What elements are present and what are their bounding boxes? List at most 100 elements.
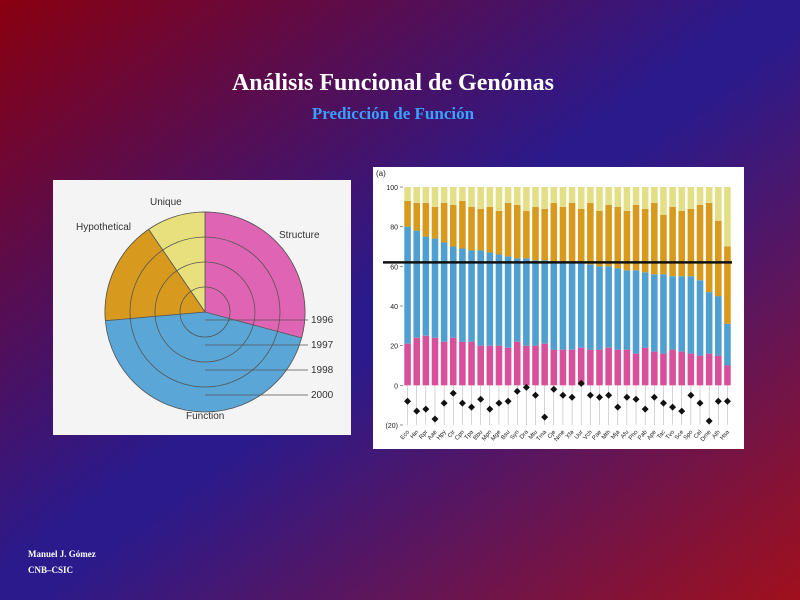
hypothetical-sector (104, 228, 206, 322)
bar-segment (660, 274, 667, 354)
bar-segment (559, 349, 567, 386)
bar-segment (477, 208, 484, 251)
bar-segment (614, 206, 622, 269)
bar-segment (696, 204, 704, 281)
bar-segment (687, 353, 695, 386)
bar-segment (431, 187, 439, 207)
bar-segment (605, 266, 612, 348)
bar-segment (651, 202, 658, 275)
bar-segment (495, 210, 503, 255)
bar-segment (541, 187, 548, 209)
bar-segment (596, 210, 603, 267)
bar-segment (550, 202, 558, 263)
bar-segment (513, 204, 521, 259)
bar-segment (440, 341, 448, 386)
bar-segment (413, 187, 420, 203)
bar-segment (568, 349, 576, 386)
bar-segment (486, 252, 494, 346)
x-tick-label: Syn (510, 429, 521, 441)
bar-segment (513, 258, 521, 342)
bar-segment (504, 256, 512, 348)
bar-segment (559, 262, 567, 350)
bar-segment (587, 202, 594, 265)
bar-segment (678, 187, 686, 211)
bar-segment (431, 238, 439, 338)
marker (632, 395, 640, 403)
bar-segment (587, 349, 594, 386)
marker (541, 413, 549, 421)
bar-segment (486, 345, 494, 386)
bar-segment (477, 250, 484, 346)
marker (641, 405, 649, 413)
x-tick-label: Ath (711, 429, 721, 440)
bar-segment (523, 210, 530, 259)
x-tick-label: Ape (646, 429, 658, 442)
bar-segment (651, 187, 658, 203)
bar-segment (587, 187, 594, 203)
x-tick-label: Eco (400, 429, 412, 441)
marker (468, 403, 476, 411)
marker (614, 403, 622, 411)
year-label: 1997 (311, 340, 334, 351)
bar-segment (541, 260, 548, 344)
bar-segment (623, 270, 631, 350)
bar-segment (577, 347, 585, 386)
bar-segment (614, 187, 622, 207)
bar-segment (532, 187, 539, 207)
bar-segment (678, 210, 686, 277)
bar-segment (486, 187, 494, 207)
bar-segment (715, 296, 722, 356)
bar-segment (687, 208, 695, 277)
bar-segment (605, 187, 612, 205)
bar-segment (459, 187, 466, 201)
bar-segment (596, 187, 603, 211)
bar-segment (669, 276, 676, 350)
bar-segment (724, 187, 731, 247)
marker (723, 397, 731, 405)
marker (623, 393, 631, 401)
bar-segment (660, 353, 667, 386)
marker (422, 405, 430, 413)
bar-segment (459, 341, 466, 386)
bar-segment (687, 187, 695, 209)
bar-segment (541, 208, 548, 261)
x-tick-label: Afu (620, 429, 630, 440)
bar-segment (413, 230, 420, 338)
bar-segment (550, 187, 558, 203)
bar-segment (440, 242, 448, 342)
bar-segment (468, 250, 475, 342)
marker (440, 399, 448, 407)
bar-segment (431, 337, 439, 386)
bar-segment (632, 270, 640, 354)
y-tick-label: 80 (390, 225, 398, 232)
x-tick-label: Aae (427, 429, 439, 442)
marker (650, 393, 658, 401)
x-tick-label: Spo (683, 429, 695, 442)
bar-segment (413, 337, 420, 386)
marker (559, 391, 567, 399)
marker (577, 379, 585, 387)
bar-segment (596, 349, 603, 386)
x-tick-label: Cel (693, 429, 703, 440)
bar-segment (504, 202, 512, 257)
bar-segment (568, 262, 576, 350)
ring (179, 286, 231, 338)
marker (568, 393, 576, 401)
bar-segment (669, 187, 676, 207)
bar-segment (632, 353, 640, 386)
bar-segment (678, 276, 686, 352)
bar-segment (678, 351, 686, 386)
bar-segment (660, 214, 667, 275)
year-label: 1996 (311, 315, 334, 326)
author: Manuel J. Gómez (28, 549, 96, 559)
slide-title: Análisis Funcional de Genómas (231, 70, 555, 96)
x-tick-label: Dra (519, 429, 530, 441)
bar-segment (559, 206, 567, 263)
bar-segment (577, 187, 585, 209)
bar-segment (504, 347, 512, 386)
marker (413, 407, 421, 415)
marker (522, 383, 530, 391)
bar-segment (696, 187, 704, 205)
bar-segment (468, 206, 475, 251)
